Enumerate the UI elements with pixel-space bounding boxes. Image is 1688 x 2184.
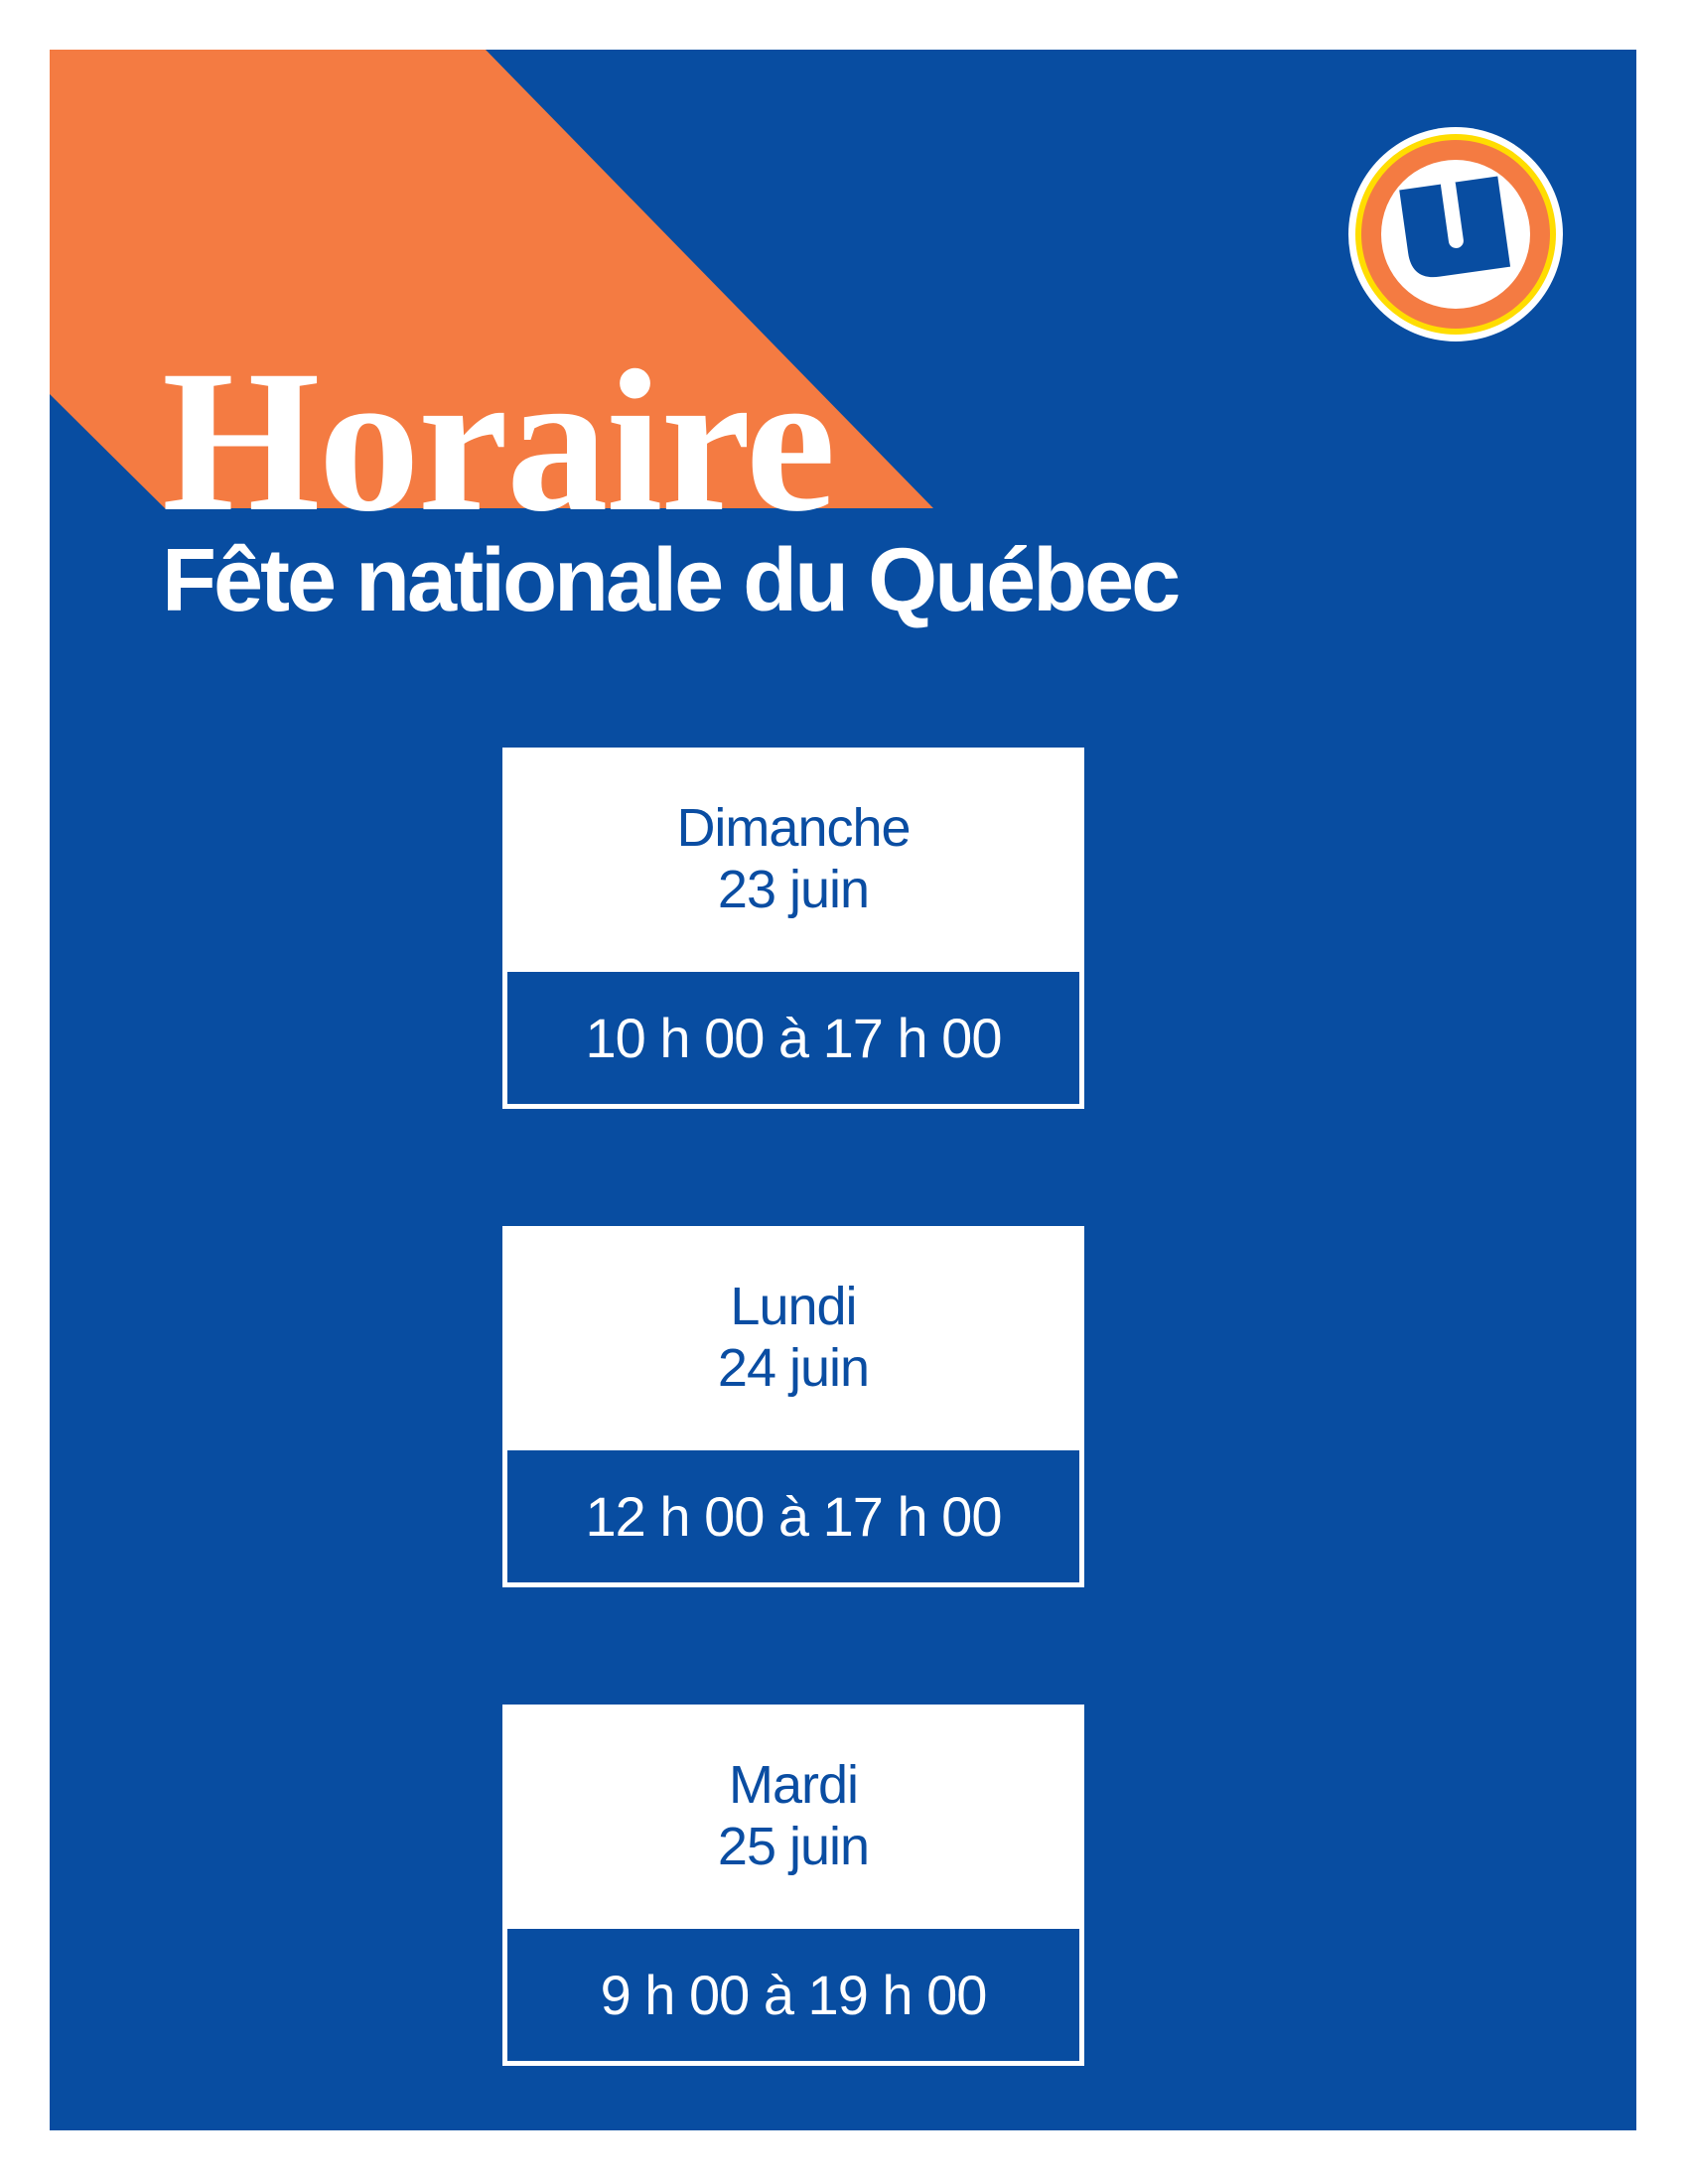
- schedule-card-tuesday: Mardi 25 juin 9 h 00 à 19 h 00: [502, 1705, 1084, 2066]
- opening-hours: 9 h 00 à 19 h 00: [507, 1929, 1079, 2061]
- weekday: Dimanche: [676, 798, 911, 858]
- date: 25 juin: [717, 1817, 870, 1876]
- date: 24 juin: [717, 1338, 870, 1398]
- page-subtitle: Fête nationale du Québec: [162, 531, 1181, 630]
- date: 23 juin: [717, 860, 870, 919]
- schedule-card-monday: Lundi 24 juin 12 h 00 à 17 h 00: [502, 1226, 1084, 1587]
- weekday: Mardi: [728, 1755, 859, 1815]
- day-label: Dimanche 23 juin: [502, 797, 1084, 920]
- schedule-card-sunday: Dimanche 23 juin 10 h 00 à 17 h 00: [502, 748, 1084, 1109]
- opening-hours: 12 h 00 à 17 h 00: [507, 1450, 1079, 1582]
- weekday: Lundi: [730, 1277, 857, 1336]
- day-label: Mardi 25 juin: [502, 1754, 1084, 1877]
- u-logo-icon: [1348, 127, 1563, 341]
- orange-diagonal-stripe: [50, 50, 933, 508]
- opening-hours: 10 h 00 à 17 h 00: [507, 972, 1079, 1104]
- page-title: Horaire: [162, 329, 836, 554]
- day-label: Lundi 24 juin: [502, 1276, 1084, 1399]
